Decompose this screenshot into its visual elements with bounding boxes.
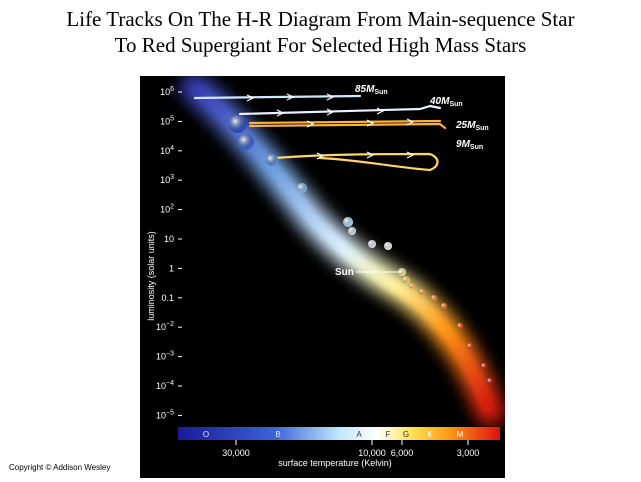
y-tick-label: 102 xyxy=(160,204,174,215)
track-arrow xyxy=(306,120,315,128)
track-arrow xyxy=(376,107,385,115)
track-arrow xyxy=(276,109,285,117)
track-arrow xyxy=(406,151,415,159)
star-highlight xyxy=(297,183,307,193)
spectral-class-label: A xyxy=(356,430,362,439)
star-highlight xyxy=(481,363,487,369)
star-highlight xyxy=(441,303,447,309)
star-highlight xyxy=(467,343,473,349)
y-tick-label: 10−3 xyxy=(156,351,174,362)
spectral-class-bar xyxy=(178,427,500,440)
y-tick-label: 104 xyxy=(160,145,174,156)
track-arrow xyxy=(326,108,335,116)
star-highlight xyxy=(402,276,410,284)
life-track-line xyxy=(248,119,447,130)
x-tick-label: 30,000 xyxy=(222,448,250,458)
track-arrow xyxy=(366,119,375,127)
star-highlight xyxy=(229,115,247,133)
star-highlight xyxy=(419,289,425,295)
track-arrow xyxy=(246,94,255,102)
y-tick-label: 105 xyxy=(160,115,174,126)
page-title: Life Tracks On The H-R Diagram From Main… xyxy=(0,6,641,58)
plot-background xyxy=(140,76,505,478)
x-tick-label: 3,000 xyxy=(457,448,480,458)
y-tick-label: 103 xyxy=(160,174,174,185)
spectral-class-label: O xyxy=(203,430,209,439)
spectral-class-label: M xyxy=(457,430,464,439)
star-highlight xyxy=(368,240,376,248)
star-highlight xyxy=(343,217,353,227)
x-axis-label: surface temperature (Kelvin) xyxy=(278,458,392,468)
track-arrow xyxy=(286,93,295,101)
star-highlight xyxy=(266,154,278,166)
x-axis-ticks: 30,000 10,000 6,000 3,000 xyxy=(222,440,479,458)
spectral-class-label: K xyxy=(427,430,433,439)
spectral-class-label: G xyxy=(403,430,409,439)
title-line-2: To Red Supergiant For Selected High Mass… xyxy=(114,33,527,57)
y-tick-label: 10−2 xyxy=(156,321,174,332)
star-highlight xyxy=(431,295,437,301)
star-highlight xyxy=(348,227,356,235)
track-arrow xyxy=(366,151,375,159)
star-highlight xyxy=(457,323,463,329)
star-highlight xyxy=(384,242,392,250)
spectral-class-label: B xyxy=(275,430,280,439)
copyright-notice: Copyright © Addison Wesley xyxy=(9,463,111,472)
title-line-1: Life Tracks On The H-R Diagram From Main… xyxy=(66,7,575,31)
y-tick-label: 1 xyxy=(169,263,174,273)
life-track-line xyxy=(273,152,439,172)
y-axis-label: luminosity (solar units) xyxy=(146,231,156,321)
life-track-line xyxy=(238,104,442,116)
y-tick-label: 10 xyxy=(164,234,174,244)
y-tick-label: 10−5 xyxy=(156,409,174,420)
y-tick-label: 106 xyxy=(160,86,174,97)
y-tick-label: 10−4 xyxy=(156,380,174,391)
track-arrow xyxy=(316,152,325,160)
track-arrow xyxy=(406,118,415,126)
x-tick-label: 6,000 xyxy=(391,448,414,458)
star-highlight xyxy=(409,283,415,289)
main-sequence-stars xyxy=(229,115,493,384)
star-highlight xyxy=(487,378,493,384)
star-highlight xyxy=(238,134,254,150)
sun-label: Sun xyxy=(335,267,354,278)
y-tick-label: 0.1 xyxy=(161,293,174,303)
x-tick-label: 10,000 xyxy=(358,448,386,458)
spectral-class-label: F xyxy=(386,430,391,439)
track-arrow xyxy=(326,93,335,101)
